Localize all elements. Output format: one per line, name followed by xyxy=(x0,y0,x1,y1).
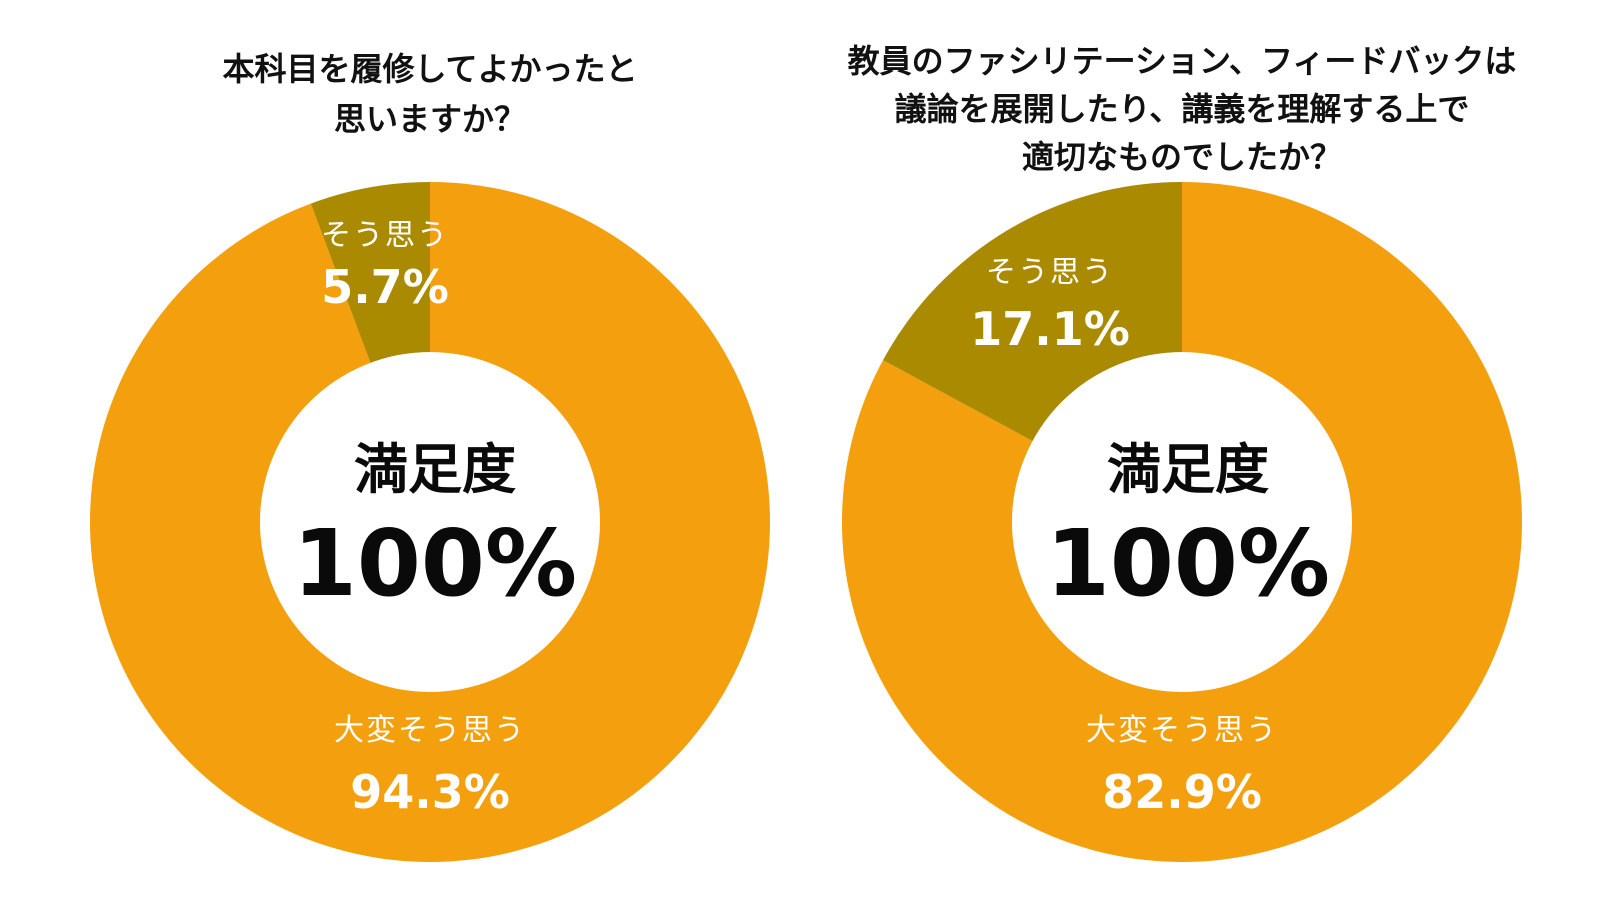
chart-1-donut-hole xyxy=(260,352,600,692)
chart-2-center-value: 100% xyxy=(1046,510,1330,617)
chart-2-title-line-3: 適切なものでしたか？ xyxy=(1022,138,1342,176)
chart-2-title-line-2: 議論を展開したり、講義を理解する上で xyxy=(895,90,1470,128)
chart-2-agree-value: 17.1% xyxy=(970,302,1130,356)
chart-2-strongly-agree-label: 大変そう思う xyxy=(1086,713,1278,748)
chart-1-agree-value: 5.7% xyxy=(321,260,449,314)
chart-2-agree-label: そう思う xyxy=(986,255,1114,290)
chart-1-center-label: 満足度 xyxy=(354,438,516,501)
chart-2-strongly-agree-value: 82.9% xyxy=(1102,765,1262,819)
chart-1-title-line-1: 本科目を履修してよかったと xyxy=(222,50,637,88)
chart-1-strongly-agree-label: 大変そう思う xyxy=(334,713,526,748)
chart-1-title-line-2: 思いますか？ xyxy=(334,100,526,138)
chart-1-center-value: 100% xyxy=(293,510,577,617)
chart-1-agree-label: そう思う xyxy=(321,218,449,253)
chart-1-strongly-agree-value: 94.3% xyxy=(350,765,510,819)
chart-2-title-line-1: 教員のファシリテーション、フィードバックは xyxy=(848,42,1517,80)
chart-2-center-label: 満足度 xyxy=(1107,438,1269,501)
chart-2-donut-hole xyxy=(1012,352,1352,692)
